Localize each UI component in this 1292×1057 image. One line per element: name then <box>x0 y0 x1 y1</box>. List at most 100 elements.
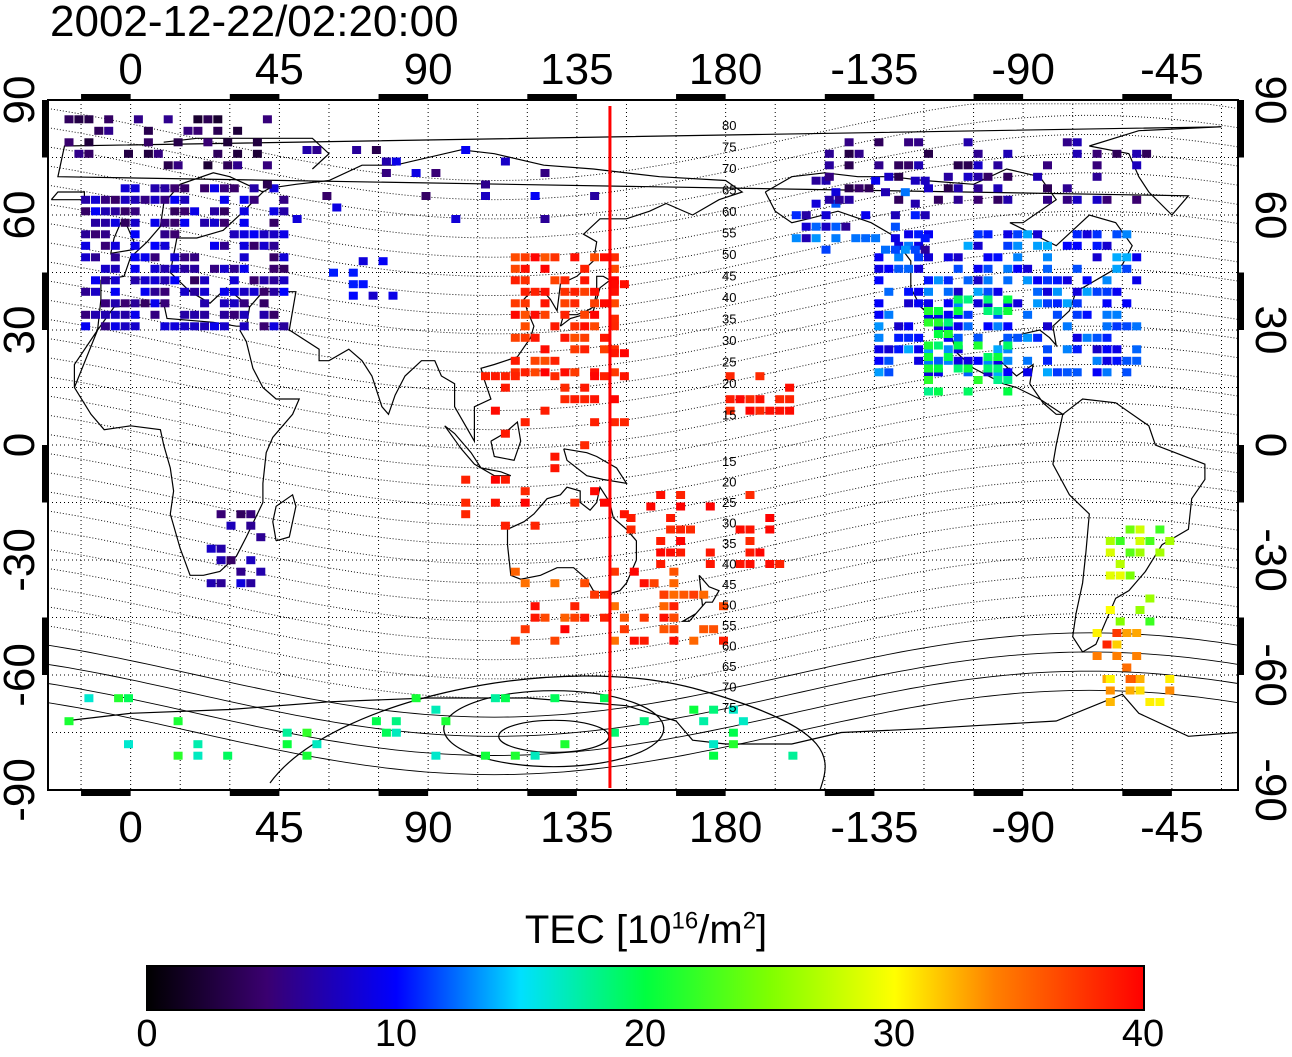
lon-tick-bottom: 180 <box>689 803 762 852</box>
tec-cell <box>884 172 894 181</box>
tec-cell <box>259 322 269 331</box>
tec-cell <box>993 195 1003 204</box>
tec-cell <box>150 299 160 308</box>
tec-cell <box>609 322 619 331</box>
tec-cell <box>609 280 619 289</box>
tec-cell <box>173 717 183 726</box>
tec-cell <box>871 176 881 185</box>
tec-cell <box>1132 276 1142 285</box>
tec-cell <box>1102 356 1112 365</box>
tec-cell <box>874 322 884 331</box>
tec-cell <box>775 395 785 404</box>
tec-cell <box>1155 548 1165 557</box>
tec-cell <box>933 330 943 338</box>
tec-cell <box>874 161 884 170</box>
tec-cell <box>943 345 953 354</box>
tec-cell <box>1135 548 1145 557</box>
tec-cell <box>983 287 993 296</box>
tec-cell <box>689 636 699 645</box>
tec-cell <box>1112 356 1122 365</box>
tec-cell <box>233 161 243 170</box>
tec-cell <box>530 521 540 530</box>
tec-cell <box>170 184 180 193</box>
tec-cell <box>609 264 619 273</box>
tec-cell <box>269 230 279 239</box>
tec-cell <box>193 740 203 749</box>
tec-cell <box>110 195 120 204</box>
tec-cell <box>676 537 686 545</box>
tec-cell <box>249 241 259 250</box>
tec-cell <box>550 452 560 461</box>
tec-cell <box>884 287 894 296</box>
tec-cell <box>391 728 401 737</box>
tec-cell <box>590 322 600 331</box>
tec-cell <box>725 372 735 381</box>
tec-cell <box>252 149 262 158</box>
tec-cell <box>1122 629 1132 637</box>
timestamp-title: 2002-12-22/02:20:00 <box>50 0 459 46</box>
tec-cell <box>904 138 914 147</box>
tec-cell <box>1112 149 1122 158</box>
tec-cell <box>150 264 160 273</box>
tec-cell <box>560 613 570 622</box>
tec-cell <box>530 333 540 342</box>
tec-cell <box>953 161 963 170</box>
axis-bar-top <box>527 94 577 100</box>
tec-cell <box>371 146 381 154</box>
lon-tick-bottom: -135 <box>830 803 918 852</box>
tec-cell <box>124 149 133 158</box>
tec-cell <box>150 241 160 250</box>
tec-cell <box>219 218 229 227</box>
tec-cell <box>381 157 391 166</box>
tec-cell <box>1092 161 1102 170</box>
tec-cell <box>269 241 279 250</box>
tec-cell <box>1122 299 1132 308</box>
contour-label: 55 <box>722 618 736 633</box>
tec-cell <box>963 356 973 365</box>
tec-cell <box>110 253 120 262</box>
tec-cell <box>1092 241 1102 250</box>
contour-label: 65 <box>722 183 736 198</box>
tec-cell <box>1013 333 1023 342</box>
tec-cell <box>570 322 580 331</box>
tec-cell <box>160 276 170 285</box>
tec-cell <box>520 498 530 507</box>
tec-cell <box>269 264 279 273</box>
tec-cell <box>834 195 844 204</box>
tec-cell <box>600 299 609 308</box>
tec-cell <box>580 310 590 319</box>
tec-cell <box>226 556 236 565</box>
tec-cell <box>656 537 666 545</box>
tec-cell <box>1122 663 1132 672</box>
tec-cell <box>269 276 279 285</box>
contour-line <box>48 114 1238 201</box>
tec-cell <box>953 307 963 315</box>
tec-cell <box>530 751 540 760</box>
tec-cell <box>735 525 745 534</box>
lon-tick-top: 180 <box>689 45 762 94</box>
tec-cell <box>150 195 160 204</box>
tec-cell <box>973 333 983 342</box>
axis-bar-bottom <box>824 790 875 796</box>
tec-cell <box>104 115 114 124</box>
lon-tick-bottom: 90 <box>404 803 453 852</box>
tec-cell <box>709 751 719 760</box>
tec-cell <box>500 383 510 392</box>
axis-bar-right <box>1238 272 1244 330</box>
tec-cell <box>1062 138 1072 147</box>
tec-cell <box>1003 149 1013 158</box>
tec-cell <box>755 548 765 557</box>
tec-cell <box>120 195 130 204</box>
contour-labels: 80 75 70 65 60 55 50 45 40 35 30 25 20 15 15 20 25 30 35 40… <box>722 118 736 715</box>
tec-cell <box>609 314 619 323</box>
tec-cell <box>1122 253 1132 262</box>
tec-cell <box>676 548 686 557</box>
tec-cell <box>1105 686 1115 695</box>
tec-cell <box>120 322 130 331</box>
tec-cell <box>1115 537 1125 545</box>
tec-cell <box>530 253 540 262</box>
tec-cell <box>791 234 801 243</box>
contour-line <box>48 498 1238 584</box>
tec-cell <box>219 195 229 204</box>
tec-cell <box>1132 253 1142 262</box>
